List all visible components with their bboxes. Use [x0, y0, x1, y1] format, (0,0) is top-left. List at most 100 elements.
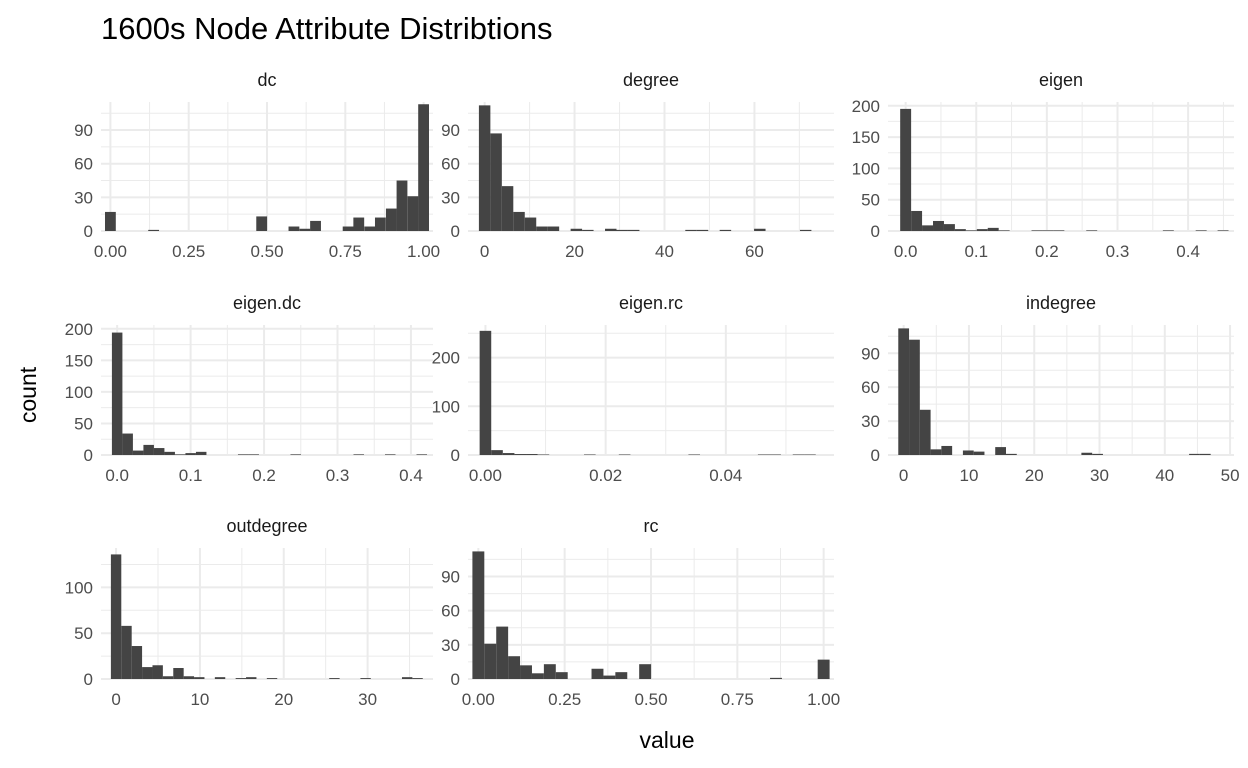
- facet-panel-degree: degree 0 20 40 60 0 30 60 90: [441, 70, 834, 261]
- histogram-bar: [478, 105, 491, 231]
- histogram-bar: [524, 217, 537, 231]
- x-tick-label: 10: [959, 466, 978, 485]
- panel-grid: [888, 102, 1234, 232]
- y-tick-label: 150: [65, 351, 93, 370]
- y-tick-label: 90: [74, 121, 93, 140]
- y-tick-label: 60: [74, 155, 93, 174]
- histogram-bar: [995, 447, 1006, 455]
- histogram-bar: [973, 451, 985, 455]
- facet-strip-label: indegree: [1026, 293, 1096, 313]
- histogram-bar: [909, 339, 920, 455]
- y-tick-label: 60: [441, 155, 460, 174]
- histogram-bars: [900, 108, 1229, 231]
- histogram-bar: [943, 224, 955, 231]
- facet-panel-eigen: eigen 0.0 0.1 0.2 0.3 0.4 0 50 100 150 200: [852, 70, 1234, 261]
- histogram-bar: [374, 217, 386, 231]
- x-tick-label: 0.00: [462, 690, 495, 709]
- histogram-bar: [132, 450, 144, 455]
- y-tick-label: 0: [871, 446, 880, 465]
- histogram-bar: [1053, 230, 1065, 231]
- y-tick-label: 0: [84, 446, 93, 465]
- histogram-bar: [214, 677, 226, 679]
- histogram-bar: [603, 675, 616, 679]
- histogram-bar: [110, 554, 122, 679]
- facet-strip-label: rc: [644, 516, 659, 536]
- histogram-bar: [385, 208, 397, 231]
- y-tick-label: 150: [852, 128, 880, 147]
- histogram-bar: [1092, 453, 1103, 455]
- histogram-bar: [256, 216, 268, 231]
- y-tick-label: 200: [65, 320, 93, 339]
- x-tick-label: 20: [1025, 466, 1044, 485]
- histogram-bar: [104, 211, 116, 231]
- histogram-bars: [110, 554, 423, 679]
- histogram-bar: [111, 332, 123, 455]
- histogram-bar: [520, 665, 532, 679]
- histogram-bar: [1195, 230, 1207, 231]
- histogram-bar: [770, 677, 782, 679]
- histogram-bar: [754, 228, 766, 231]
- facet-panel-eigen-rc: eigen.rc 0.00 0.02 0.04 0 100 200: [432, 293, 834, 485]
- x-tick-label: 0.2: [252, 466, 276, 485]
- y-tick-label: 90: [861, 344, 880, 363]
- panel-grid: [101, 325, 433, 456]
- histogram-bar: [122, 433, 133, 455]
- facet-panel-dc: dc 0.00 0.25 0.50 0.75 1.00 0 30 60 90: [74, 70, 440, 261]
- x-tick-label: 0.25: [548, 690, 581, 709]
- x-tick-label: 0.04: [709, 466, 742, 485]
- histogram-bar: [491, 450, 503, 455]
- histogram-bar: [384, 454, 396, 455]
- histogram-bar: [235, 678, 247, 679]
- x-tick-label: 0.1: [964, 242, 988, 261]
- y-tick-label: 30: [861, 412, 880, 431]
- x-tick-label: 0.2: [1035, 242, 1059, 261]
- y-tick-label: 50: [74, 624, 93, 643]
- histogram-bar: [353, 217, 365, 231]
- histogram-bar: [591, 668, 604, 679]
- histogram-bar: [484, 643, 497, 679]
- histogram-bar: [183, 676, 195, 679]
- panel-grid: [468, 548, 834, 680]
- histogram-bars: [478, 105, 812, 231]
- facet-strip-label: dc: [257, 70, 276, 90]
- x-tick-label: 0.0: [894, 242, 918, 261]
- x-tick-label: 0.75: [721, 690, 754, 709]
- histogram-bar: [416, 454, 428, 455]
- histogram-bar: [965, 230, 977, 231]
- histogram-bar: [954, 229, 966, 231]
- histogram-bar: [1031, 230, 1043, 231]
- y-tick-label: 30: [74, 188, 93, 207]
- histogram-bar: [153, 448, 165, 455]
- x-tick-label: 0.75: [329, 242, 362, 261]
- y-tick-label: 200: [432, 349, 460, 368]
- panel-grid: [101, 548, 433, 680]
- y-tick-label: 60: [441, 602, 460, 621]
- histogram-bar: [639, 664, 652, 679]
- histogram-bars: [472, 551, 830, 679]
- histogram-bar: [627, 229, 640, 231]
- histogram-bar: [526, 454, 538, 455]
- y-tick-label: 0: [871, 222, 880, 241]
- histogram-bar: [162, 676, 174, 679]
- x-tick-label: 0.3: [1106, 242, 1130, 261]
- histogram-bar: [299, 228, 311, 231]
- histogram-bar: [148, 229, 160, 231]
- histogram-bar: [195, 451, 207, 455]
- histogram-bar: [143, 444, 154, 455]
- x-tick-label: 0: [899, 466, 908, 485]
- x-tick-label: 1.00: [807, 690, 840, 709]
- histogram-bar: [329, 678, 340, 679]
- y-tick-label: 30: [441, 636, 460, 655]
- histogram-bar: [1005, 453, 1017, 455]
- x-tick-label: 0: [111, 690, 120, 709]
- histogram-bars: [111, 332, 428, 455]
- y-tick-label: 0: [451, 222, 460, 241]
- histogram-bar: [185, 453, 196, 455]
- histogram-bar: [513, 211, 525, 231]
- y-tick-label: 0: [451, 670, 460, 689]
- histogram-bar: [987, 227, 999, 231]
- facet-panel-indegree: indegree 0 10 20 30 40 50 0 30 60 90: [861, 293, 1239, 485]
- x-tick-label: 0.50: [250, 242, 283, 261]
